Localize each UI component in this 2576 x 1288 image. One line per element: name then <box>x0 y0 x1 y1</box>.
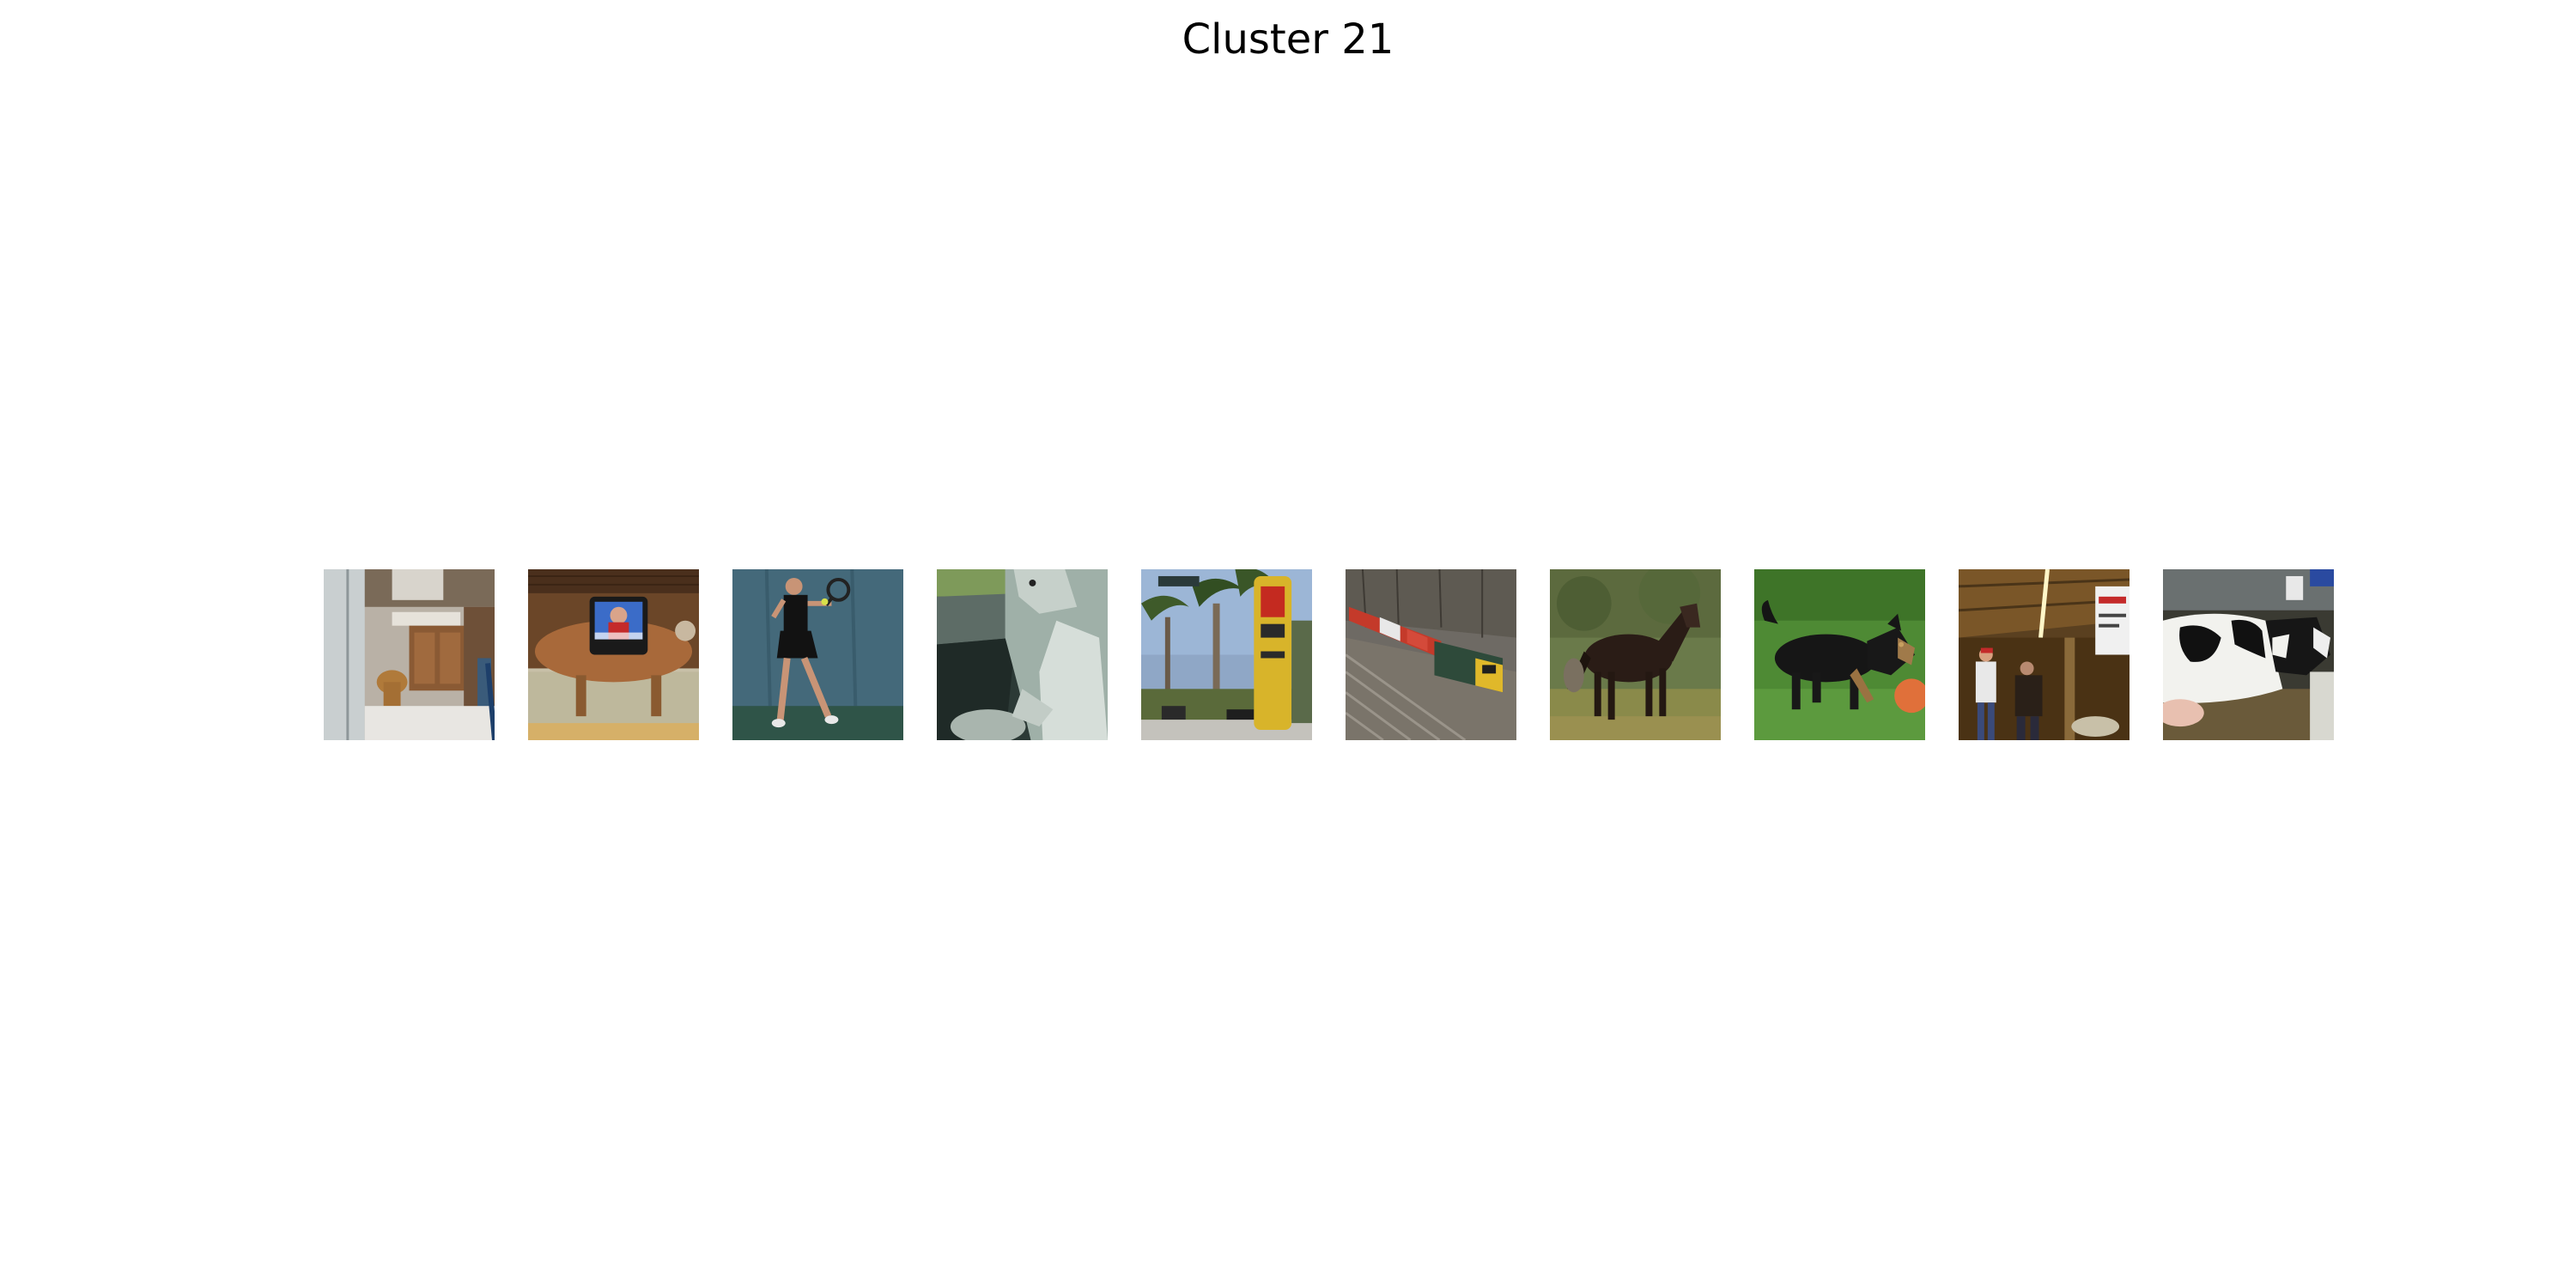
train-icon <box>1346 569 1516 740</box>
cluster-image-10 <box>2163 569 2334 740</box>
cluster-image-8 <box>1754 569 1925 740</box>
cluster-image-6 <box>1346 569 1516 740</box>
cluster-image-5 <box>1141 569 1312 740</box>
bathroom-icon <box>324 569 495 740</box>
cluster-image-4 <box>937 569 1108 740</box>
cluster-image-9 <box>1959 569 2129 740</box>
tennis-player-icon <box>732 569 903 740</box>
cluster-image-7 <box>1550 569 1721 740</box>
cow-icon <box>2163 569 2334 740</box>
figure-title: Cluster 21 <box>1182 15 1394 64</box>
cluster-image-3 <box>732 569 903 740</box>
dog-running-icon <box>1754 569 1925 740</box>
cluster-image-2 <box>528 569 699 740</box>
dog-in-car-icon <box>937 569 1108 740</box>
street-palm-trees-icon <box>1141 569 1312 740</box>
television-icon <box>528 569 699 740</box>
barn-people-icon <box>1959 569 2129 740</box>
cluster-image-1 <box>324 569 495 740</box>
horse-icon <box>1550 569 1721 740</box>
